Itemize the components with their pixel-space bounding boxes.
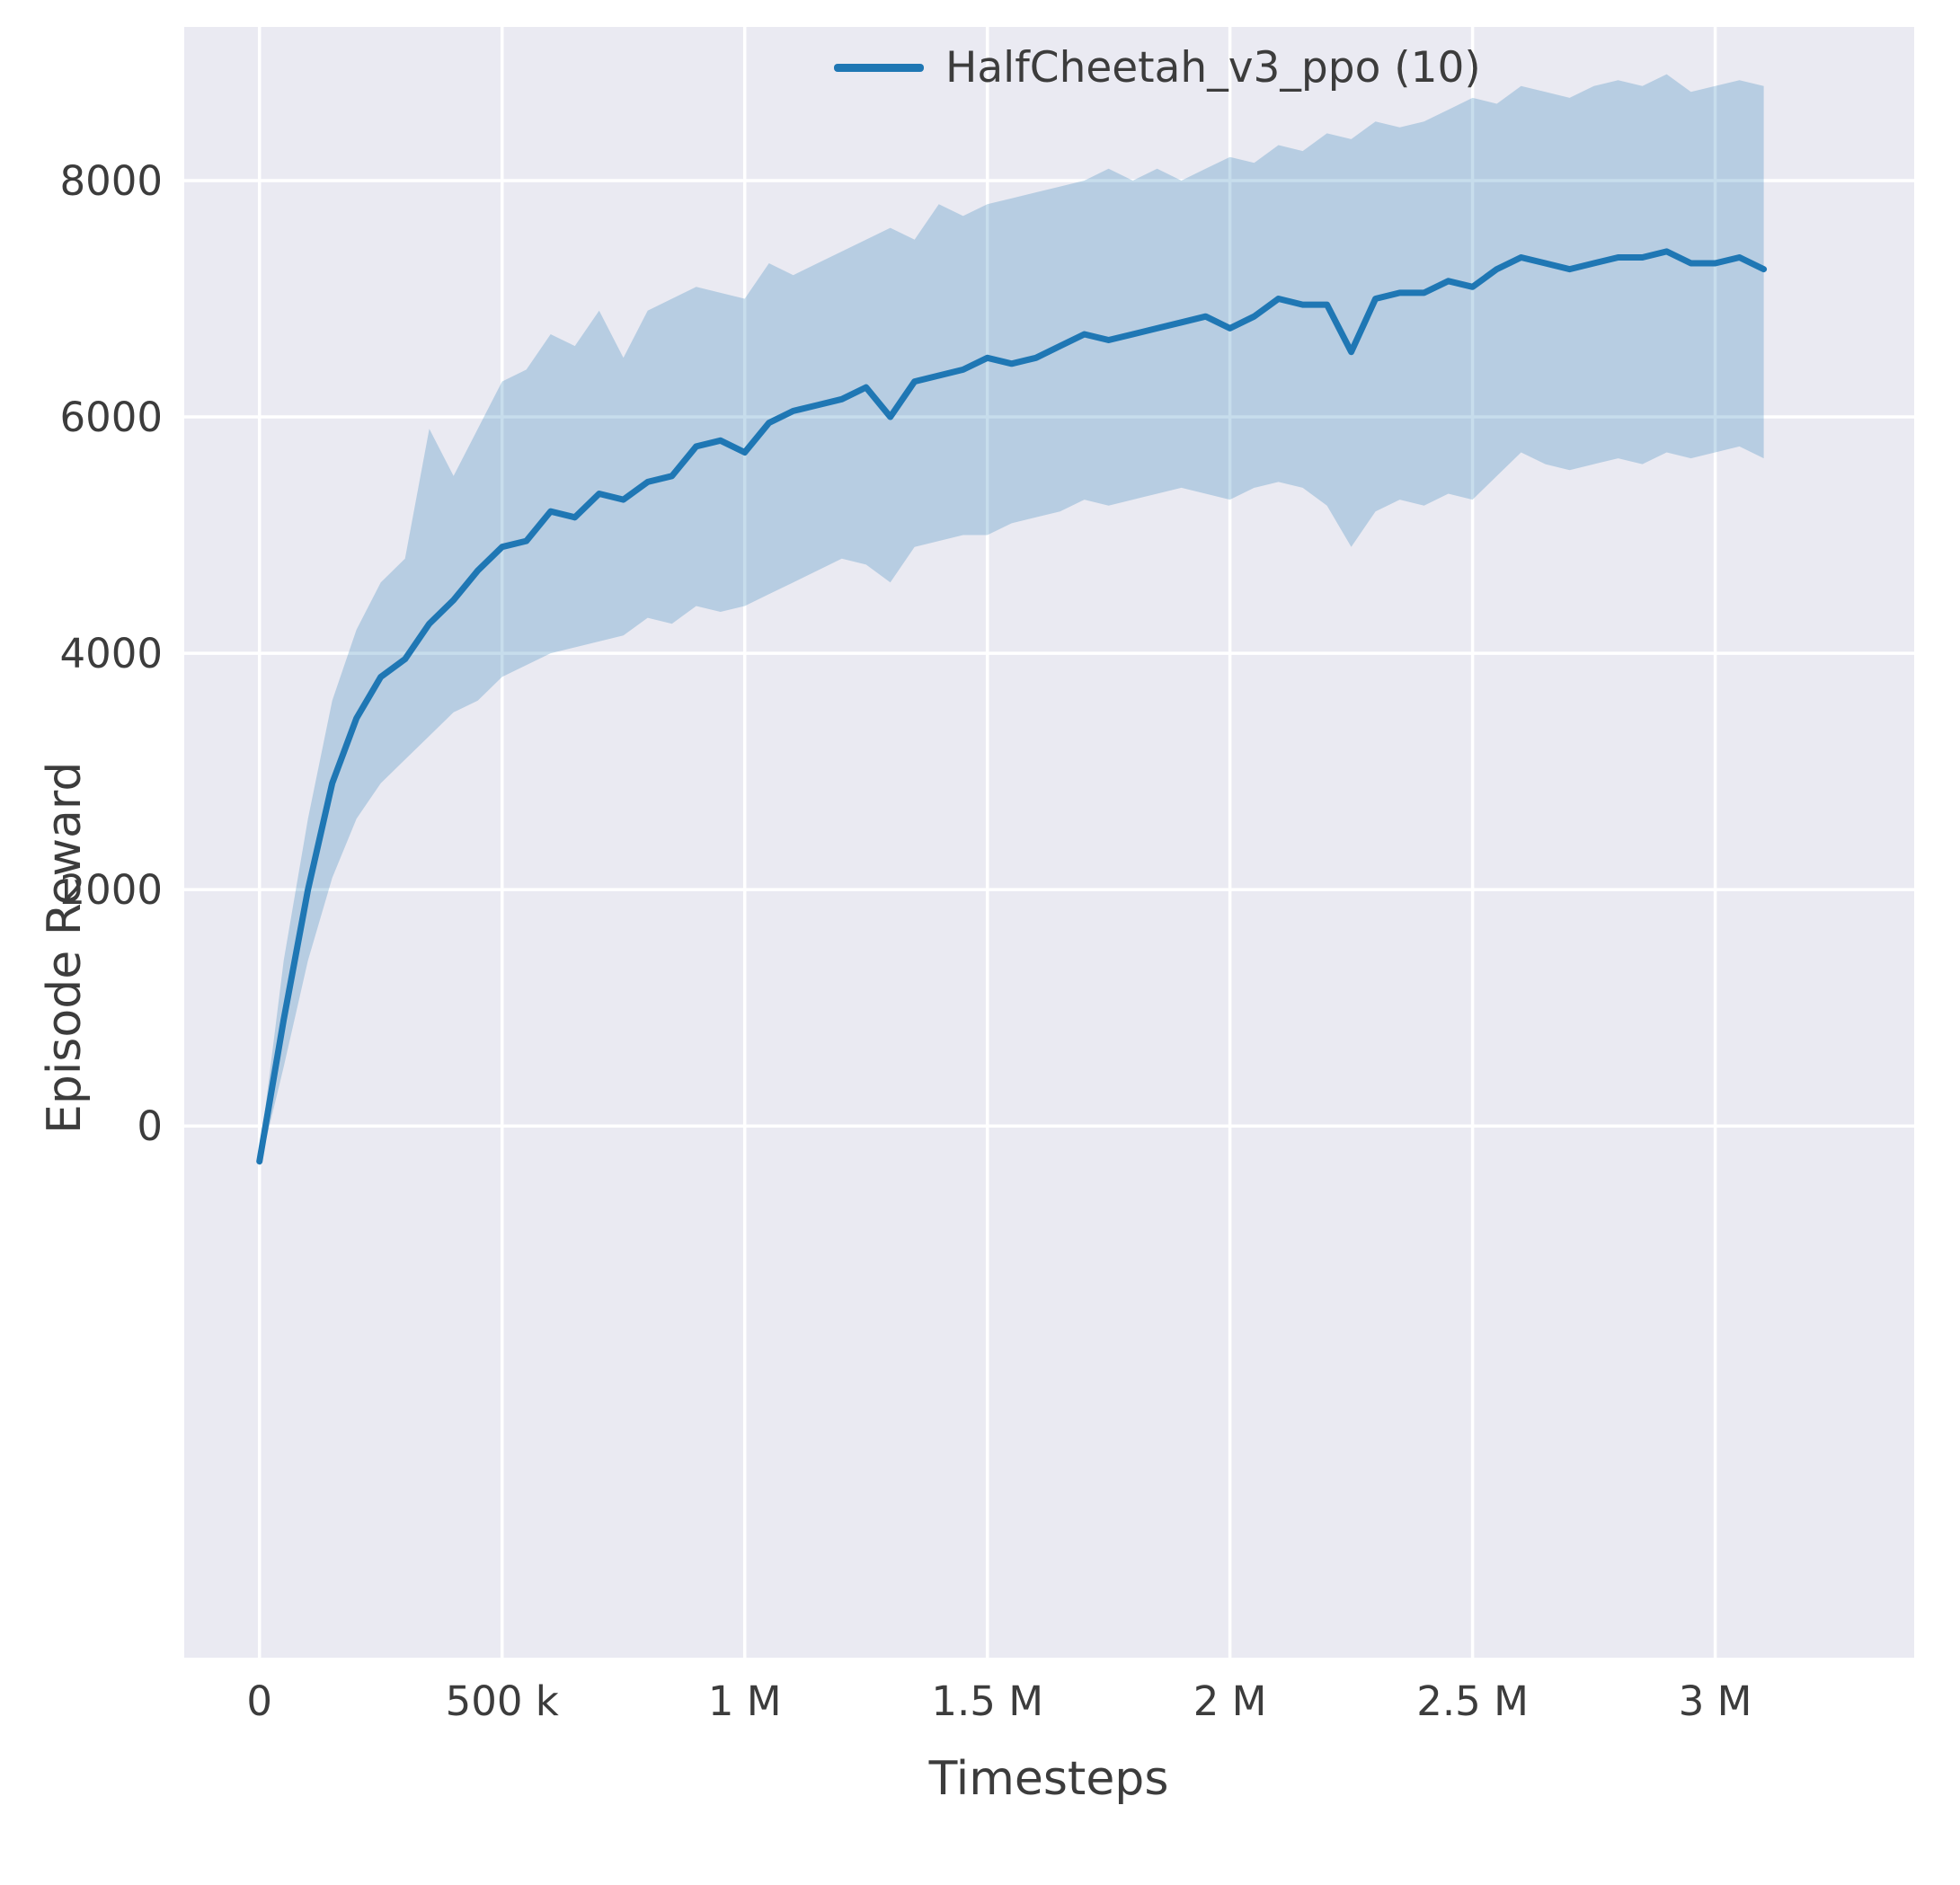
y-tick-label: 6000 [59,394,163,441]
y-tick-label: 0 [137,1102,163,1150]
y-axis-label: Episode Reward [38,761,92,1134]
legend: HalfCheetah_v3_ppo (10) [834,43,1481,93]
y-tick-label: 8000 [59,157,163,205]
x-tick-label: 0 [246,1677,272,1725]
mean-line [256,248,1768,1165]
x-tick-label: 2 M [1193,1677,1267,1725]
x-tick-label: 3 M [1679,1677,1752,1725]
legend-label: HalfCheetah_v3_ppo (10) [945,43,1481,93]
y-tick-label: 4000 [59,630,163,677]
legend-line-sample [834,64,924,72]
x-tick-label: 1.5 M [931,1677,1043,1725]
x-tick-label: 2.5 M [1416,1677,1529,1725]
x-tick-label: 500 k [446,1677,559,1725]
confidence-band [259,74,1764,1168]
x-axis-label: Timesteps [928,1752,1169,1806]
x-tick-label: 1 M [708,1677,782,1725]
plot-background [184,27,1914,1658]
y-tick-label: 2000 [59,866,163,914]
